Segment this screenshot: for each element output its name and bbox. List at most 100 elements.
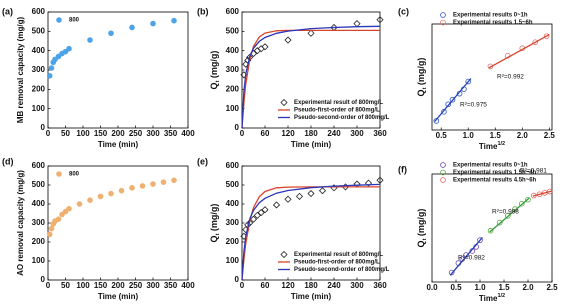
- marker: [97, 193, 104, 200]
- x-tick-label: 1.5: [490, 131, 502, 140]
- marker: [525, 196, 531, 203]
- legend-label: Pseudo-second-order of 800mg/L: [294, 267, 390, 273]
- marker: [55, 53, 62, 60]
- marker: [171, 17, 177, 24]
- annotation: R²=0.982: [458, 255, 485, 262]
- x-tick-label: 0: [240, 281, 245, 290]
- y-tick-label: 500: [226, 26, 240, 35]
- y-tick-label: 400: [226, 46, 240, 55]
- x-tick-label: 1.5: [498, 283, 510, 292]
- marker: [532, 39, 539, 45]
- legend-swatch: [280, 250, 288, 259]
- x-tick-label: 240: [327, 129, 341, 138]
- marker: [477, 237, 483, 243]
- marker: [449, 96, 456, 103]
- marker: [284, 195, 292, 203]
- marker: [261, 206, 269, 214]
- x-tick-label: 200: [111, 129, 125, 138]
- marker: [66, 205, 72, 212]
- fit-line: [532, 190, 553, 197]
- marker: [171, 177, 177, 184]
- fit-line: [489, 197, 530, 233]
- axis-label: Time (min): [291, 140, 332, 149]
- x-tick-label: 150: [94, 281, 108, 290]
- y-tick-label: 600: [32, 7, 46, 16]
- fit-line: [488, 34, 550, 69]
- axis-label-part: t: [422, 87, 428, 89]
- x-tick-label: 300: [350, 281, 364, 290]
- x-tick-label: 250: [129, 129, 143, 138]
- legend-label: Experimental result of 800mg/L: [294, 252, 383, 258]
- legend-label: Experimental results 1.5~6h: [453, 20, 533, 26]
- fit-line: [241, 29, 380, 129]
- y-tick-label: 600: [226, 161, 240, 170]
- axis-label-part: Q: [209, 235, 219, 242]
- annotation: R²=0.992: [497, 74, 524, 81]
- marker: [518, 200, 525, 207]
- y-tick-label: 0: [41, 123, 46, 132]
- x-tick-label: 360: [373, 129, 387, 138]
- x-tick-label: 50: [61, 129, 70, 138]
- x-tick-label: 60: [261, 129, 270, 138]
- axis-label: MB removal capacity (mg/g): [16, 17, 25, 124]
- marker: [48, 225, 55, 232]
- y-tick-label: 400: [226, 199, 240, 208]
- x-tick-label: 150: [94, 129, 108, 138]
- x-tick-label: 0.5: [450, 283, 462, 292]
- panel-label: (c): [398, 6, 409, 16]
- marker: [62, 48, 69, 55]
- marker: [257, 45, 265, 53]
- marker: [543, 33, 550, 39]
- plot-frame: [431, 173, 553, 283]
- x-tick-label: 0: [46, 129, 51, 138]
- fit-line: [449, 236, 483, 276]
- axis-label-part: Q: [209, 82, 219, 89]
- y-tick-label: 600: [32, 161, 46, 170]
- axis-label: Qt (mg/g): [209, 51, 221, 90]
- x-tick-label: 1.0: [474, 283, 486, 292]
- axis-label: Time (min): [98, 292, 139, 301]
- annotation: R²=0.998: [492, 209, 519, 216]
- y-tick-label: 200: [32, 237, 46, 246]
- axis-label-part: (mg/g): [416, 58, 426, 88]
- plot-frame: [431, 23, 553, 131]
- marker: [307, 29, 315, 37]
- x-tick-label: 200: [111, 281, 125, 290]
- legend-swatch: [56, 171, 62, 177]
- x-tick-label: 0.0: [426, 283, 438, 292]
- x-tick-label: 360: [373, 281, 387, 290]
- legend-swatch: [440, 12, 446, 18]
- marker: [253, 211, 261, 219]
- axis-label-part: Time: [479, 142, 498, 151]
- legend-swatch: [440, 169, 446, 176]
- marker: [160, 179, 167, 185]
- x-tick-label: 2.5: [546, 283, 558, 292]
- x-tick-label: 300: [146, 129, 160, 138]
- legend-label: Experimental result of 800mg/L: [294, 100, 383, 106]
- marker: [87, 37, 93, 43]
- marker: [376, 176, 384, 184]
- axis-label-part: Time: [479, 294, 498, 303]
- marker: [353, 20, 361, 28]
- marker: [129, 185, 135, 191]
- y-tick-label: 300: [32, 218, 46, 227]
- axis-label-part: (mg/g): [416, 209, 426, 239]
- x-tick-label: 2.0: [517, 131, 529, 140]
- x-tick-label: 1.0: [463, 131, 475, 140]
- axis-label: AO removal capacity (mg/g): [16, 170, 25, 276]
- fit-line: [434, 78, 472, 122]
- marker: [512, 206, 518, 212]
- axis-label-part: t: [215, 233, 221, 235]
- marker: [318, 187, 327, 195]
- plot-frame: [47, 11, 189, 129]
- axis-label: Time (min): [98, 140, 139, 149]
- legend-swatch: [440, 162, 446, 168]
- marker: [441, 109, 447, 115]
- marker: [46, 73, 53, 79]
- y-tick-label: 500: [32, 26, 46, 35]
- x-tick-label: 300: [350, 129, 364, 138]
- marker: [364, 179, 373, 187]
- fit-line: [241, 186, 380, 281]
- x-tick-label: 120: [281, 281, 295, 290]
- marker: [307, 189, 315, 198]
